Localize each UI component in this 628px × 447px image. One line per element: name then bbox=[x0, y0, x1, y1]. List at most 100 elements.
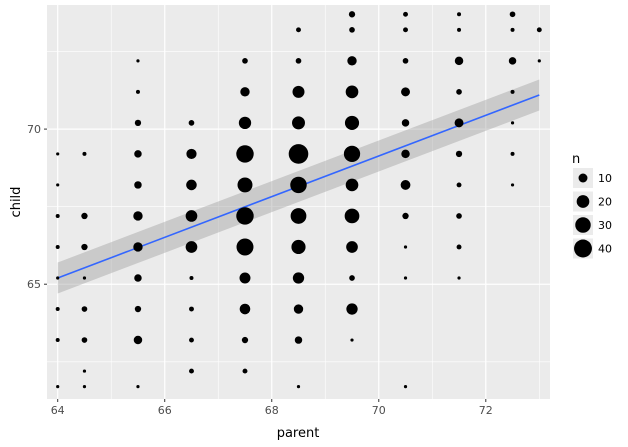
data-point bbox=[457, 276, 461, 280]
data-point bbox=[403, 27, 408, 33]
data-point bbox=[295, 58, 302, 64]
data-point bbox=[240, 87, 250, 97]
data-point bbox=[403, 384, 408, 389]
data-point bbox=[134, 119, 142, 127]
data-point bbox=[401, 119, 410, 127]
data-point bbox=[290, 176, 307, 194]
data-point bbox=[291, 239, 306, 255]
data-point bbox=[81, 306, 88, 312]
data-point bbox=[454, 56, 464, 66]
x-axis-ticks: 64 66 68 70 72 bbox=[51, 399, 493, 417]
data-point bbox=[344, 115, 360, 130]
data-point bbox=[457, 27, 462, 32]
legend-label: 30 bbox=[598, 219, 612, 232]
data-point bbox=[185, 210, 198, 222]
data-point bbox=[81, 243, 88, 251]
data-point bbox=[82, 384, 87, 389]
data-point bbox=[401, 149, 410, 159]
legend-label: 40 bbox=[598, 243, 612, 256]
data-point bbox=[81, 337, 88, 343]
data-point bbox=[236, 238, 254, 256]
data-point bbox=[350, 338, 354, 342]
data-point bbox=[344, 208, 360, 224]
data-point bbox=[237, 177, 253, 193]
data-point bbox=[55, 213, 60, 218]
data-point bbox=[456, 182, 462, 188]
data-point bbox=[242, 368, 248, 374]
data-point bbox=[241, 336, 249, 344]
y-axis-title: child bbox=[9, 187, 24, 218]
legend-key-circle bbox=[574, 239, 592, 258]
data-point bbox=[82, 369, 87, 373]
data-point bbox=[238, 116, 252, 130]
data-point bbox=[290, 208, 307, 224]
data-point bbox=[454, 118, 464, 128]
legend-title: n bbox=[572, 152, 580, 167]
data-point bbox=[455, 150, 463, 158]
legend-key-circle bbox=[576, 195, 590, 208]
data-point bbox=[348, 11, 356, 18]
data-point bbox=[347, 56, 357, 66]
data-point bbox=[55, 307, 60, 312]
x-tick-label: 66 bbox=[158, 404, 172, 417]
x-tick-label: 72 bbox=[479, 404, 493, 417]
data-point bbox=[292, 272, 305, 284]
data-point bbox=[81, 212, 88, 220]
size-legend: n 10 20 30 40 bbox=[572, 152, 612, 259]
x-tick-label: 68 bbox=[265, 404, 279, 417]
data-point bbox=[189, 276, 194, 281]
data-point bbox=[136, 59, 140, 63]
data-point bbox=[400, 180, 411, 190]
data-point bbox=[56, 152, 60, 156]
data-point bbox=[349, 26, 355, 33]
data-point bbox=[456, 213, 462, 219]
legend-key-circle bbox=[578, 173, 588, 183]
data-point bbox=[510, 121, 515, 125]
data-point bbox=[402, 58, 409, 64]
data-point bbox=[55, 244, 60, 249]
data-point bbox=[189, 306, 194, 312]
legend-label: 20 bbox=[598, 196, 612, 209]
data-point bbox=[133, 211, 143, 221]
data-point bbox=[56, 183, 60, 187]
data-point bbox=[135, 89, 140, 94]
y-tick-label: 65 bbox=[27, 278, 41, 291]
data-point bbox=[134, 150, 142, 158]
data-point bbox=[401, 87, 410, 97]
data-point bbox=[346, 241, 358, 253]
data-point bbox=[508, 57, 517, 65]
data-point bbox=[345, 178, 359, 192]
data-point bbox=[185, 241, 198, 253]
y-axis-ticks: 65 70 bbox=[27, 123, 47, 291]
data-point bbox=[346, 303, 358, 315]
data-point bbox=[456, 244, 462, 250]
data-point bbox=[510, 183, 515, 187]
legend-label: 10 bbox=[598, 172, 612, 185]
data-point bbox=[536, 27, 542, 33]
data-point bbox=[457, 12, 462, 17]
data-point bbox=[186, 148, 197, 160]
data-point bbox=[403, 276, 408, 280]
data-point bbox=[294, 336, 303, 344]
data-point bbox=[236, 145, 254, 163]
data-point bbox=[56, 384, 60, 389]
data-point bbox=[343, 145, 361, 163]
y-tick-label: 70 bbox=[27, 123, 41, 136]
data-point bbox=[292, 85, 305, 98]
data-point bbox=[236, 207, 254, 225]
x-tick-label: 64 bbox=[51, 404, 65, 417]
data-point bbox=[296, 27, 301, 33]
x-axis-title: parent bbox=[277, 426, 320, 441]
data-point bbox=[510, 151, 515, 156]
data-point bbox=[134, 274, 142, 282]
data-point bbox=[510, 27, 515, 32]
data-point bbox=[82, 276, 87, 280]
data-point bbox=[402, 212, 409, 220]
legend-key-circle bbox=[575, 217, 591, 233]
plot-panel bbox=[47, 5, 550, 399]
data-point bbox=[293, 304, 304, 314]
data-point bbox=[510, 89, 515, 94]
data-point bbox=[349, 275, 355, 281]
data-point bbox=[296, 384, 301, 389]
data-point bbox=[55, 338, 60, 343]
